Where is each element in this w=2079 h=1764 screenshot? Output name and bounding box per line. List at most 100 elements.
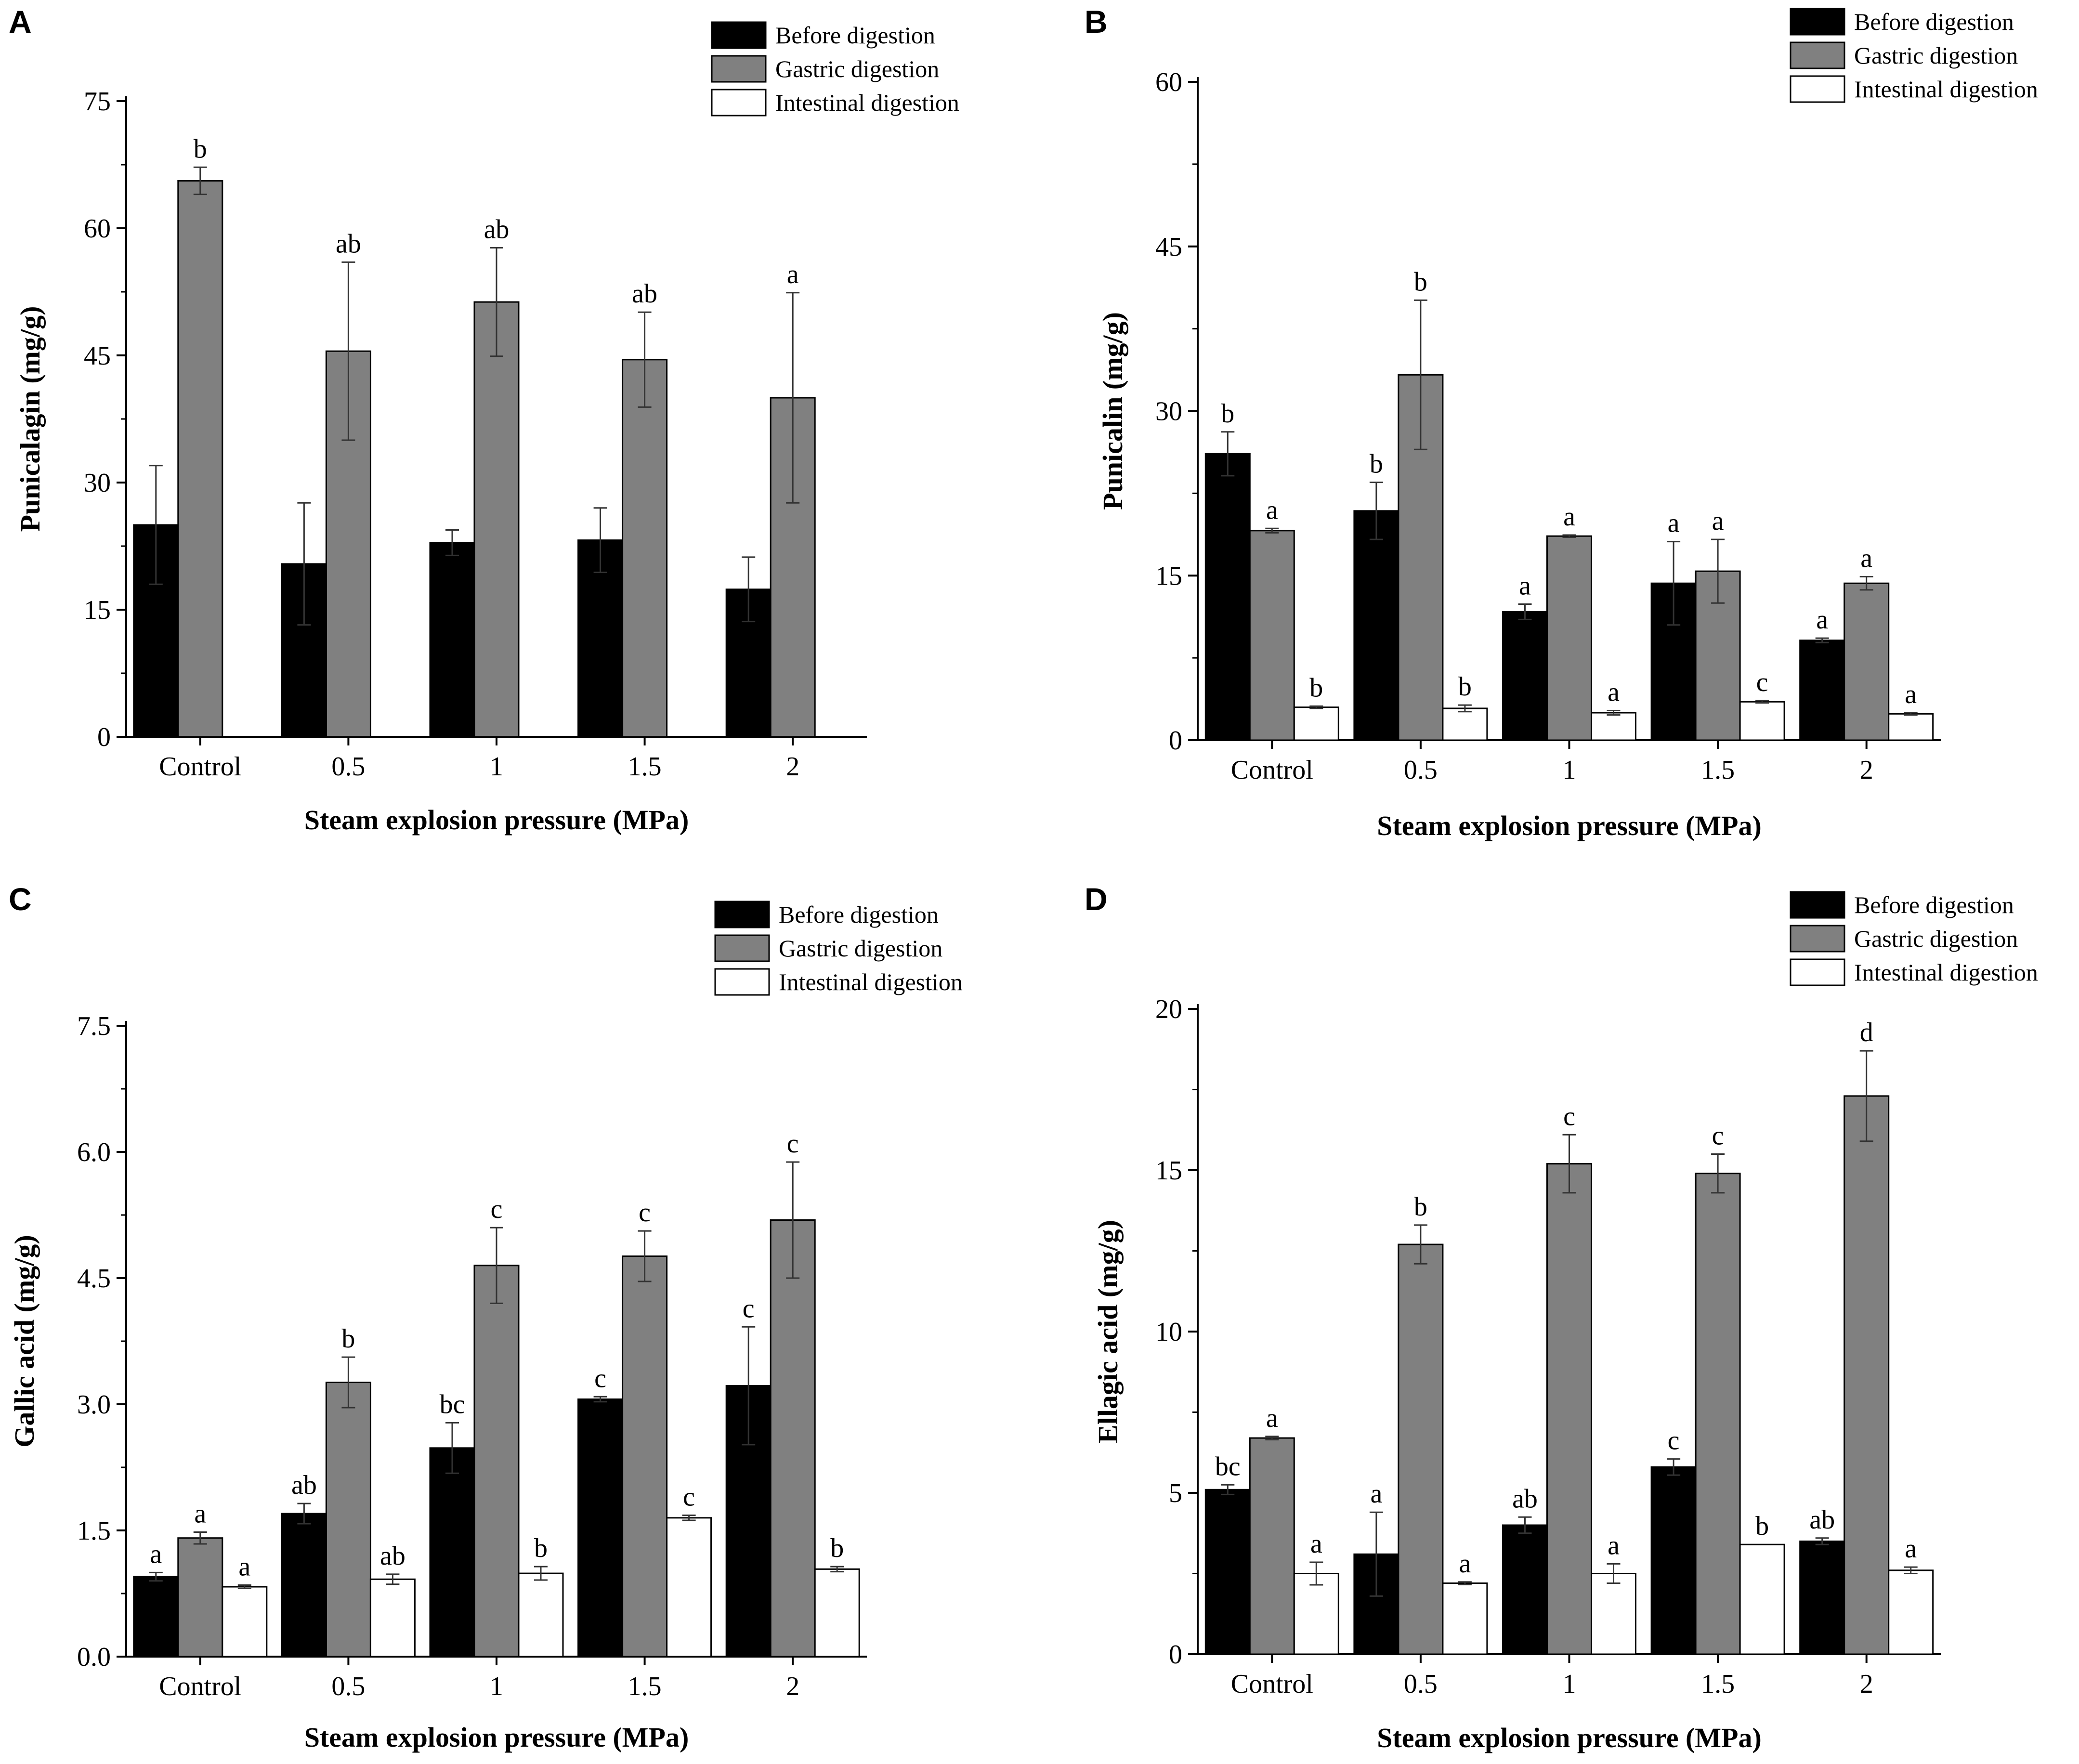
bar-before-digestion: [1353, 510, 1399, 741]
legend-swatch: [1790, 958, 1845, 986]
legend-swatch: [1790, 75, 1845, 103]
legend-label: Intestinal digestion: [779, 968, 963, 995]
legend-label: Intestinal digestion: [1854, 959, 2038, 986]
bar-intestinal-digestion: [1293, 1573, 1339, 1655]
significance-label: a: [1459, 1549, 1471, 1579]
y-tick-label: 0: [1169, 726, 1182, 756]
significance-label: a: [1860, 544, 1872, 574]
significance-label: ab: [1809, 1505, 1835, 1535]
y-axis-title: Gallic acid (mg/g): [9, 1235, 40, 1447]
x-tick-label: 1.5: [628, 752, 662, 782]
legend-swatch: [711, 21, 767, 49]
y-tick-label: 6.0: [77, 1137, 111, 1167]
significance-label: d: [1860, 1018, 1873, 1047]
bar-gastric-digestion: [1398, 1243, 1444, 1655]
legend-swatch: [1790, 925, 1845, 953]
legend-swatch: [714, 901, 770, 928]
bar-gastric-digestion: [177, 180, 223, 738]
significance-label: a: [1519, 571, 1531, 601]
significance-label: a: [1608, 1530, 1620, 1560]
y-tick-label: 75: [84, 87, 111, 117]
significance-label: a: [1905, 679, 1917, 709]
x-tick-label: 2: [786, 1672, 799, 1701]
significance-label: b: [1414, 1192, 1427, 1222]
significance-label: c: [1756, 667, 1768, 697]
x-tick-label: Control: [159, 1672, 241, 1701]
bar-intestinal-digestion: [1739, 1543, 1785, 1655]
bar-intestinal-digestion: [1591, 1573, 1636, 1655]
bar-before-digestion: [281, 1513, 327, 1658]
legend-label: Intestinal digestion: [775, 89, 959, 116]
y-tick-label: 30: [1155, 397, 1182, 427]
bar-gastric-digestion: [1249, 1437, 1295, 1655]
bar-gastric-digestion: [177, 1537, 223, 1658]
legend-label: Before digestion: [779, 901, 939, 928]
x-axis-title: Steam explosion pressure (MPa): [1377, 1722, 1762, 1753]
significance-label: b: [1309, 673, 1323, 703]
significance-label: b: [1370, 449, 1383, 479]
bar-intestinal-digestion: [666, 1517, 712, 1658]
legend-swatch: [1790, 891, 1845, 919]
bar-before-digestion: [1204, 453, 1251, 741]
x-tick-label: 1.5: [1701, 755, 1735, 785]
significance-label: a: [1266, 495, 1278, 525]
x-tick-label: 0.5: [1404, 1669, 1438, 1699]
y-tick-label: 4.5: [77, 1264, 111, 1294]
bar-intestinal-digestion: [222, 1586, 268, 1658]
y-tick-label: 15: [1155, 1156, 1182, 1186]
y-tick-label: 15: [1155, 561, 1182, 591]
significance-label: ab: [1512, 1484, 1538, 1514]
bar-intestinal-digestion: [369, 1578, 416, 1658]
bar-before-digestion: [1502, 611, 1548, 741]
y-axis-title: Punicalagin (mg/g): [14, 306, 46, 532]
significance-label: b: [1221, 399, 1234, 429]
y-tick-label: 60: [1155, 67, 1182, 97]
significance-label: c: [1712, 1121, 1724, 1151]
significance-label: a: [1563, 502, 1575, 532]
y-tick-label: 30: [84, 468, 111, 498]
significance-label: b: [341, 1324, 355, 1354]
x-axis-title: Steam explosion pressure (MPa): [304, 1722, 689, 1753]
legend-label: Gastric digestion: [1854, 925, 2018, 952]
x-tick-label: 2: [786, 752, 799, 782]
legend-swatch: [711, 55, 767, 83]
x-tick-label: Control: [1231, 1669, 1313, 1699]
chart-panel-a: A 0 15 30 45 60 75 Control b 0.5 ab 1 ab 1.5 ab 2 a Steam…: [9, 4, 959, 836]
significance-label: b: [534, 1533, 548, 1563]
legend-label: Before digestion: [1854, 8, 2014, 35]
significance-label: a: [194, 1499, 206, 1529]
significance-label: ab: [484, 214, 510, 244]
legend-label: Before digestion: [775, 22, 935, 49]
significance-label: bc: [440, 1389, 465, 1419]
x-axis-title: Steam explosion pressure (MPa): [1377, 810, 1762, 841]
bar-before-digestion: [1502, 1524, 1548, 1655]
bar-intestinal-digestion: [1442, 707, 1488, 741]
bar-before-digestion: [577, 1398, 624, 1658]
x-axis-title: Steam explosion pressure (MPa): [304, 804, 689, 836]
significance-label: b: [830, 1533, 844, 1563]
x-tick-label: 0.5: [1404, 755, 1438, 785]
legend-label: Gastric digestion: [779, 935, 942, 962]
bar-intestinal-digestion: [1591, 712, 1636, 741]
significance-label: c: [683, 1482, 695, 1512]
chart-panel-c: C0.01.53.04.56.07.5Controlaaa0.5abbab1bc…: [9, 881, 963, 1753]
y-tick-label: 1.5: [77, 1516, 111, 1546]
legend-label: Gastric digestion: [775, 55, 939, 82]
x-tick-label: 1: [490, 752, 503, 782]
significance-label: a: [1905, 1534, 1917, 1564]
y-tick-label: 7.5: [77, 1011, 111, 1041]
legend: Before digestion Gastric digestion Intesti…: [714, 901, 963, 996]
significance-label: ab: [632, 279, 657, 309]
y-tick-label: 5: [1169, 1478, 1182, 1508]
y-tick-label: 20: [1155, 994, 1182, 1024]
x-tick-label: Control: [1231, 755, 1313, 785]
legend: Before digestion Gastric digestion Intesti…: [711, 21, 959, 117]
significance-label: a: [1668, 509, 1680, 538]
significance-label: ab: [336, 229, 361, 259]
bar-intestinal-digestion: [1293, 706, 1339, 741]
x-tick-label: 1.5: [628, 1672, 662, 1701]
significance-label: a: [1266, 1403, 1278, 1433]
y-tick-label: 15: [84, 595, 111, 625]
y-axis-title: Ellagic acid (mg/g): [1092, 1220, 1124, 1443]
bar-gastric-digestion: [473, 301, 520, 738]
